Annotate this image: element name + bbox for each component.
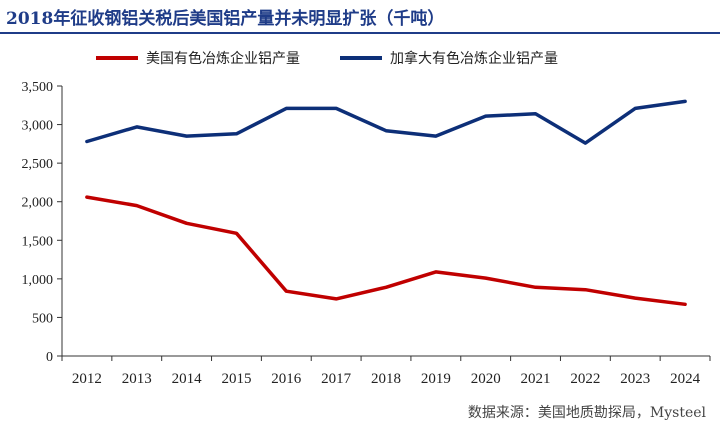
chart-title: 2018年征收钢铝关税后美国铝产量并未明显扩张（千吨） (6, 9, 445, 29)
x-tick-label: 2013 (122, 371, 152, 387)
x-tick-label: 2018 (371, 371, 401, 387)
legend-item-us: 美国有色冶炼企业铝产量 (96, 48, 300, 68)
x-tick-label: 2020 (471, 371, 501, 387)
x-tick-label: 2012 (72, 371, 102, 387)
x-tick-label: 2014 (172, 371, 203, 387)
x-tick-label: 2019 (421, 371, 451, 387)
legend: 美国有色冶炼企业铝产量 加拿大有色冶炼企业铝产量 (96, 48, 558, 68)
y-tick-label: 0 (46, 350, 53, 365)
x-tick-label: 2021 (521, 371, 551, 387)
y-tick-label: 2,000 (22, 196, 54, 211)
series-line-canada (85, 99, 687, 145)
legend-label-canada: 加拿大有色冶炼企业铝产量 (390, 51, 558, 67)
x-tick-label: 2022 (570, 371, 600, 387)
y-tick-label: 3,000 (22, 119, 54, 134)
title-underline (0, 32, 720, 34)
x-tick-label: 2015 (221, 371, 251, 387)
y-tick-label: 3,500 (22, 80, 54, 95)
source-note: 数据来源：美国地质勘探局，Mysteel (467, 405, 706, 421)
x-tick-label: 2016 (271, 371, 302, 387)
x-tick-label: 2017 (321, 371, 352, 387)
y-tick-label: 1,000 (22, 273, 54, 288)
y-tick-label: 1,500 (22, 234, 54, 249)
legend-item-canada: 加拿大有色冶炼企业铝产量 (340, 48, 558, 68)
y-tick-label: 500 (32, 311, 53, 326)
x-tick-label: 2024 (670, 371, 701, 387)
x-tick-label: 2023 (620, 371, 650, 387)
series-line-us (85, 195, 687, 307)
legend-swatch-canada (340, 56, 382, 60)
y-tick-label: 2,500 (22, 157, 54, 172)
legend-label-us: 美国有色冶炼企业铝产量 (146, 51, 300, 67)
legend-swatch-us (96, 56, 138, 60)
